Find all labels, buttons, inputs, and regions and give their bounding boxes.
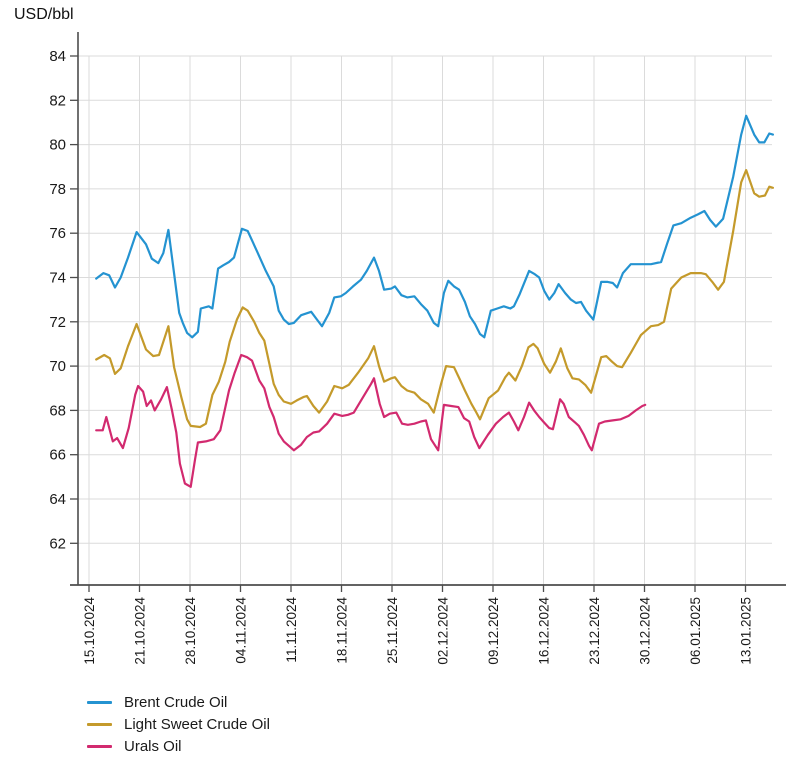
y-axis-tick-label: 80	[49, 137, 66, 154]
urals-line-swatch-icon	[87, 744, 112, 748]
series-line-light-sweet-crude-oil	[95, 169, 775, 429]
y-axis-tick-label: 68	[49, 402, 66, 419]
x-axis-tick-label: 18.11.2024	[335, 597, 350, 664]
y-axis-tick-label: 82	[49, 92, 66, 109]
y-axis-tick-label: 62	[49, 535, 66, 552]
legend-label-light-sweet: Light Sweet Crude Oil	[124, 715, 270, 733]
x-axis-tick-label: 16.12.2024	[537, 597, 552, 665]
y-axis-tick-label: 66	[49, 447, 66, 464]
x-axis-tick-label: 09.12.2024	[486, 597, 501, 665]
x-axis-tick-label: 15.10.2024	[82, 597, 97, 665]
chart-legend: Brent Crude Oil Light Sweet Crude Oil Ur…	[87, 693, 270, 755]
y-axis-tick-label: 78	[49, 181, 66, 198]
x-axis-tick-label: 25.11.2024	[385, 597, 400, 664]
legend-item-urals[interactable]: Urals Oil	[87, 737, 270, 755]
x-axis-tick-label: 04.11.2024	[234, 597, 249, 664]
x-axis-tick-label: 06.01.2025	[688, 597, 703, 665]
x-axis-tick-label: 11.11.2024	[284, 597, 299, 663]
y-axis-tick-label: 74	[49, 270, 66, 287]
y-axis-tick-label: 64	[49, 491, 66, 508]
series-line-brent-crude-oil	[95, 114, 775, 339]
legend-label-urals: Urals Oil	[124, 737, 182, 755]
x-axis-tick-label: 30.12.2024	[638, 597, 653, 665]
x-axis-tick-label: 23.12.2024	[587, 597, 602, 665]
brent-line-swatch-icon	[87, 700, 112, 704]
light-sweet-line-swatch-icon	[87, 722, 112, 726]
y-axis-unit-label: USD/bbl	[14, 6, 74, 23]
legend-item-brent[interactable]: Brent Crude Oil	[87, 693, 270, 711]
y-axis-tick-label: 70	[49, 358, 66, 375]
y-axis-tick-label: 72	[49, 314, 66, 331]
x-axis-tick-label: 28.10.2024	[183, 597, 198, 665]
series-line-urals-oil	[95, 353, 647, 488]
legend-item-light-sweet[interactable]: Light Sweet Crude Oil	[87, 715, 270, 733]
x-axis-tick-label: 02.12.2024	[436, 597, 451, 665]
oil-price-line-chart: 84 82 80 78 76 74 72 70 68 66 64 62 15.10.2024 21.10.…	[49, 32, 786, 665]
y-axis-tick-label: 76	[49, 225, 66, 242]
x-axis-tick-label: 13.01.2025	[739, 597, 754, 665]
x-axis-tick-label: 21.10.2024	[133, 597, 148, 665]
y-axis-tick-label: 84	[49, 48, 66, 65]
legend-label-brent: Brent Crude Oil	[124, 693, 228, 711]
